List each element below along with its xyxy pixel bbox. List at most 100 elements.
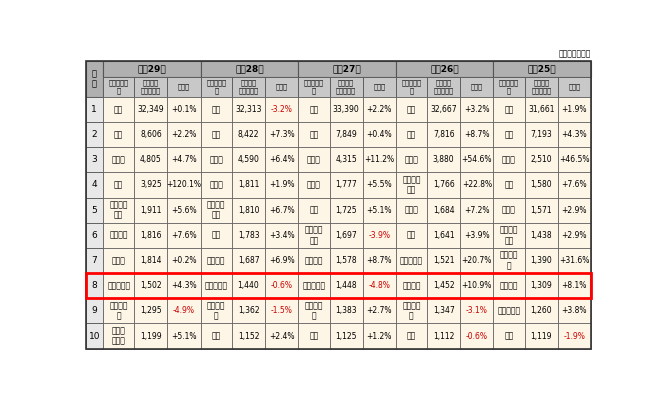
Bar [396, 77, 427, 97]
Bar [493, 198, 525, 223]
Text: 国（地域）
名: 国（地域） 名 [304, 80, 324, 94]
Text: +5.1%: +5.1% [172, 331, 197, 341]
Bar [135, 77, 168, 97]
Bar [201, 77, 232, 97]
Bar [168, 198, 201, 223]
Text: 日系企業
（拠点）数: 日系企業 （拠点）数 [434, 80, 453, 94]
Text: +0.4%: +0.4% [366, 130, 392, 139]
Text: タイ: タイ [310, 206, 319, 215]
Text: 平成25年: 平成25年 [528, 65, 556, 74]
Bar [86, 198, 103, 223]
Text: 1,448: 1,448 [335, 281, 357, 290]
Bar [558, 223, 591, 248]
Bar [232, 298, 265, 324]
Text: 33,390: 33,390 [333, 105, 360, 114]
Text: 32,313: 32,313 [235, 105, 262, 114]
Text: 前年比: 前年比 [471, 84, 482, 90]
Bar [493, 97, 525, 122]
Bar [396, 223, 427, 248]
Text: マレーシ
ア: マレーシ ア [402, 301, 420, 320]
Text: 10: 10 [88, 331, 100, 341]
Text: マレーシ
ア: マレーシ ア [305, 301, 323, 320]
Text: +0.2%: +0.2% [172, 256, 197, 265]
Bar [427, 198, 460, 223]
Bar [298, 198, 329, 223]
Text: 1,687: 1,687 [238, 256, 259, 265]
Text: 1,125: 1,125 [335, 331, 357, 341]
Text: インドネ
シア: インドネ シア [305, 226, 323, 245]
Bar [168, 77, 201, 97]
Bar [298, 147, 329, 172]
Text: +7.6%: +7.6% [562, 181, 587, 189]
Bar [265, 172, 298, 198]
Text: インドネ
シア: インドネ シア [110, 200, 128, 220]
Bar [168, 248, 201, 273]
Bar [103, 198, 135, 223]
Text: ベトナム: ベトナム [110, 231, 128, 240]
Text: -3.9%: -3.9% [368, 231, 390, 240]
Text: 1,309: 1,309 [531, 281, 552, 290]
Bar [525, 273, 558, 298]
Text: +3.4%: +3.4% [269, 231, 294, 240]
Bar [525, 77, 558, 97]
Bar [329, 198, 362, 223]
Bar [168, 298, 201, 324]
Text: 平成28年: 平成28年 [235, 65, 264, 74]
Text: 前年比: 前年比 [568, 84, 580, 90]
Text: インドネ
シア: インドネ シア [500, 226, 518, 245]
Text: +22.8%: +22.8% [462, 181, 492, 189]
Bar [201, 324, 232, 348]
Text: 1,725: 1,725 [335, 206, 357, 215]
Text: 7: 7 [92, 256, 97, 265]
Bar [86, 172, 103, 198]
Bar [329, 147, 362, 172]
Bar [103, 324, 135, 348]
Bar [329, 172, 362, 198]
Bar [265, 147, 298, 172]
Text: 米国: 米国 [114, 130, 123, 139]
Bar [201, 223, 232, 248]
Bar [396, 324, 427, 348]
Bar [427, 122, 460, 147]
Bar [265, 122, 298, 147]
Bar [460, 198, 493, 223]
Text: 米国: 米国 [504, 130, 513, 139]
Bar [493, 223, 525, 248]
Text: 中国: 中国 [212, 105, 221, 114]
Bar [103, 97, 135, 122]
Bar [135, 172, 168, 198]
Text: +5.6%: +5.6% [171, 206, 197, 215]
Bar [168, 273, 201, 298]
Text: -1.9%: -1.9% [564, 331, 585, 341]
Bar [396, 248, 427, 273]
Bar [362, 122, 396, 147]
Text: 1,502: 1,502 [140, 281, 162, 290]
Bar [298, 122, 329, 147]
Text: 32,349: 32,349 [138, 105, 164, 114]
Bar [493, 172, 525, 198]
Bar [86, 248, 103, 273]
Bar [86, 324, 103, 348]
Text: 1,816: 1,816 [140, 231, 162, 240]
Text: -4.9%: -4.9% [173, 307, 195, 315]
Bar [298, 61, 396, 77]
Bar [460, 298, 493, 324]
Bar [201, 273, 232, 298]
Text: 1,112: 1,112 [433, 331, 454, 341]
Text: 8,606: 8,606 [140, 130, 162, 139]
Bar [86, 273, 591, 298]
Bar [329, 324, 362, 348]
Text: インド: インド [209, 155, 223, 164]
Bar [103, 147, 135, 172]
Bar [298, 172, 329, 198]
Text: 中国: 中国 [504, 105, 513, 114]
Bar [201, 122, 232, 147]
Bar [460, 324, 493, 348]
Text: -3.2%: -3.2% [271, 105, 292, 114]
Bar [265, 198, 298, 223]
Bar [135, 122, 168, 147]
Text: +7.6%: +7.6% [171, 231, 197, 240]
Text: +3.2%: +3.2% [464, 105, 490, 114]
Bar [558, 172, 591, 198]
Bar [396, 97, 427, 122]
